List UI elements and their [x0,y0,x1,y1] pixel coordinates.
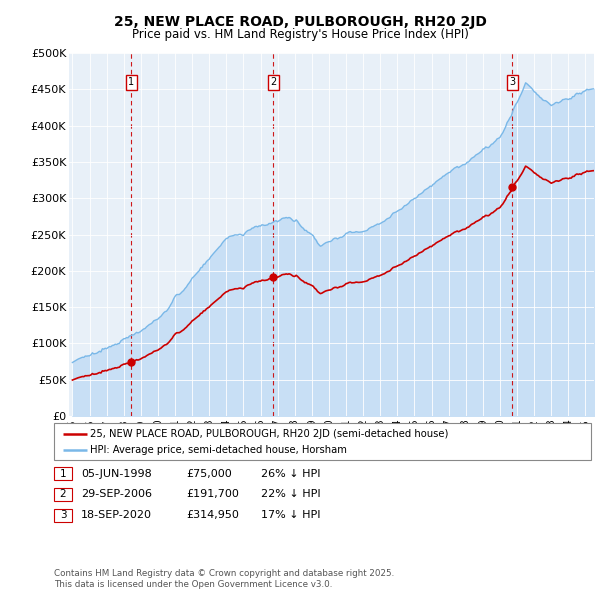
Text: 22% ↓ HPI: 22% ↓ HPI [261,490,320,499]
Text: 2: 2 [59,490,67,499]
Text: Contains HM Land Registry data © Crown copyright and database right 2025.
This d: Contains HM Land Registry data © Crown c… [54,569,394,589]
Text: 25, NEW PLACE ROAD, PULBOROUGH, RH20 2JD: 25, NEW PLACE ROAD, PULBOROUGH, RH20 2JD [113,15,487,29]
Text: £75,000: £75,000 [186,469,232,478]
Text: 1: 1 [59,469,67,478]
Text: 3: 3 [59,510,67,520]
Text: 25, NEW PLACE ROAD, PULBOROUGH, RH20 2JD (semi-detached house): 25, NEW PLACE ROAD, PULBOROUGH, RH20 2JD… [90,429,448,439]
Text: 29-SEP-2006: 29-SEP-2006 [81,490,152,499]
Text: HPI: Average price, semi-detached house, Horsham: HPI: Average price, semi-detached house,… [90,445,347,455]
Text: 3: 3 [509,77,515,87]
Text: 1: 1 [128,77,134,87]
Text: 18-SEP-2020: 18-SEP-2020 [81,510,152,520]
Text: 17% ↓ HPI: 17% ↓ HPI [261,510,320,520]
Text: Price paid vs. HM Land Registry's House Price Index (HPI): Price paid vs. HM Land Registry's House … [131,28,469,41]
Text: £314,950: £314,950 [186,510,239,520]
Text: 2: 2 [270,77,277,87]
Text: 26% ↓ HPI: 26% ↓ HPI [261,469,320,478]
Text: 05-JUN-1998: 05-JUN-1998 [81,469,152,478]
Text: £191,700: £191,700 [186,490,239,499]
